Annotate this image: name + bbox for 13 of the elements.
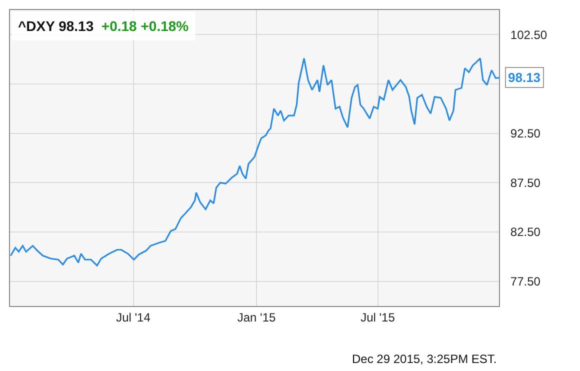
line-series (10, 58, 499, 266)
annotation: 98.13 (508, 70, 541, 85)
y-tick-label: 102.50 (510, 28, 548, 42)
text: ^DXY 98.13 (18, 18, 94, 34)
text: Dec 29 2015, 3:25PM EST. (352, 352, 497, 366)
y-tick-label: 87.50 (510, 176, 541, 190)
y-tick-label: 92.50 (510, 126, 541, 141)
y-tick-label: 77.50 (510, 274, 541, 289)
x-tick-label: Jul '15 (360, 310, 396, 324)
y-tick-label: 82.50 (510, 225, 541, 240)
x-tick-label: Jul '14 (116, 310, 151, 324)
x-tick-label: Jan '15 (237, 310, 276, 324)
text: +0.18 +0.18% (101, 18, 190, 34)
